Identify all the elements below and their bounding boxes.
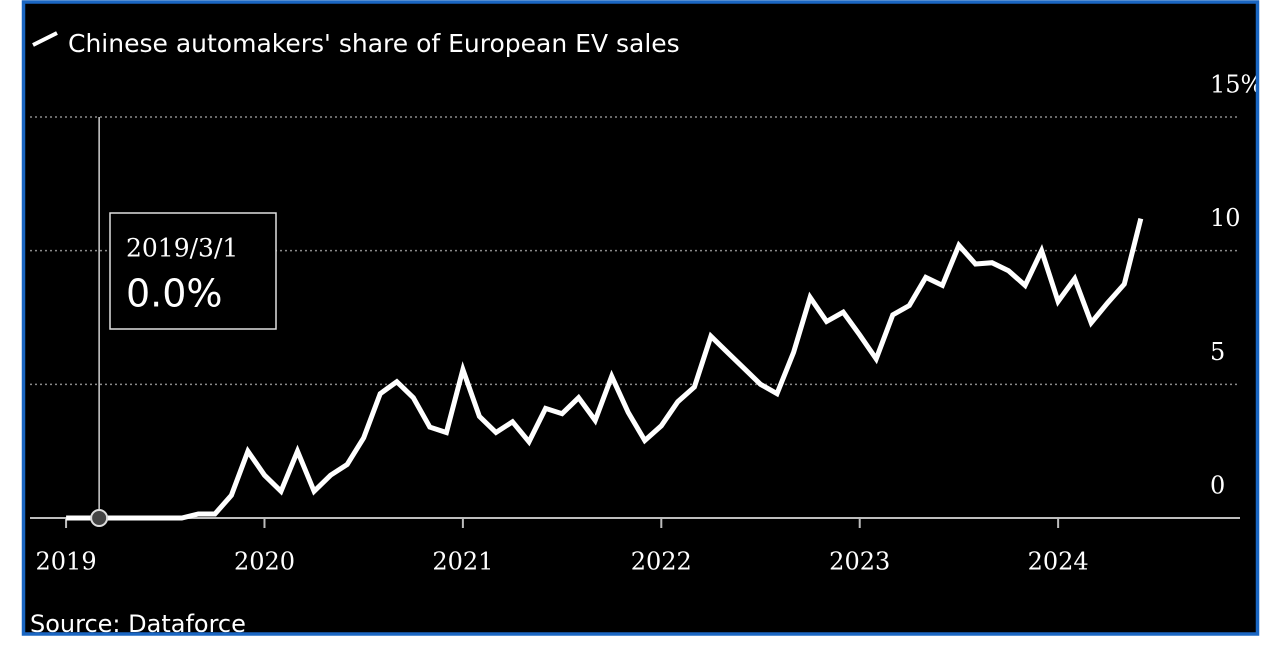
series-line (66, 217, 1144, 521)
x-tick-label: 2022 (631, 548, 692, 576)
x-tick-label: 2023 (829, 548, 890, 576)
x-tick-label: 2024 (1028, 548, 1089, 576)
tooltip-value: 0.0% (126, 272, 223, 316)
x-tick-label: 2021 (432, 548, 493, 576)
tooltip-box (109, 212, 277, 330)
page-margin (0, 635, 1284, 652)
y-tick-label: 10 (1210, 204, 1241, 232)
legend-swatch (32, 31, 58, 47)
x-tick-label: 2020 (234, 548, 295, 576)
x-tick-label: 2019 (36, 548, 97, 576)
plot-area: 0 5 10 15% 2019 2020 2021 2022 2023 2024 2019/3/1 0… (30, 71, 1263, 576)
frame (21, 0, 1260, 636)
legend-label: Chinese automakers' share of European EV… (68, 29, 680, 58)
y-tick-label: 15% (1210, 71, 1263, 99)
hover-marker (90, 509, 109, 527)
y-tick-label: 5 (1210, 338, 1225, 366)
tooltip-date: 2019/3/1 (126, 234, 238, 263)
y-tick-label: 0 (1210, 472, 1225, 500)
